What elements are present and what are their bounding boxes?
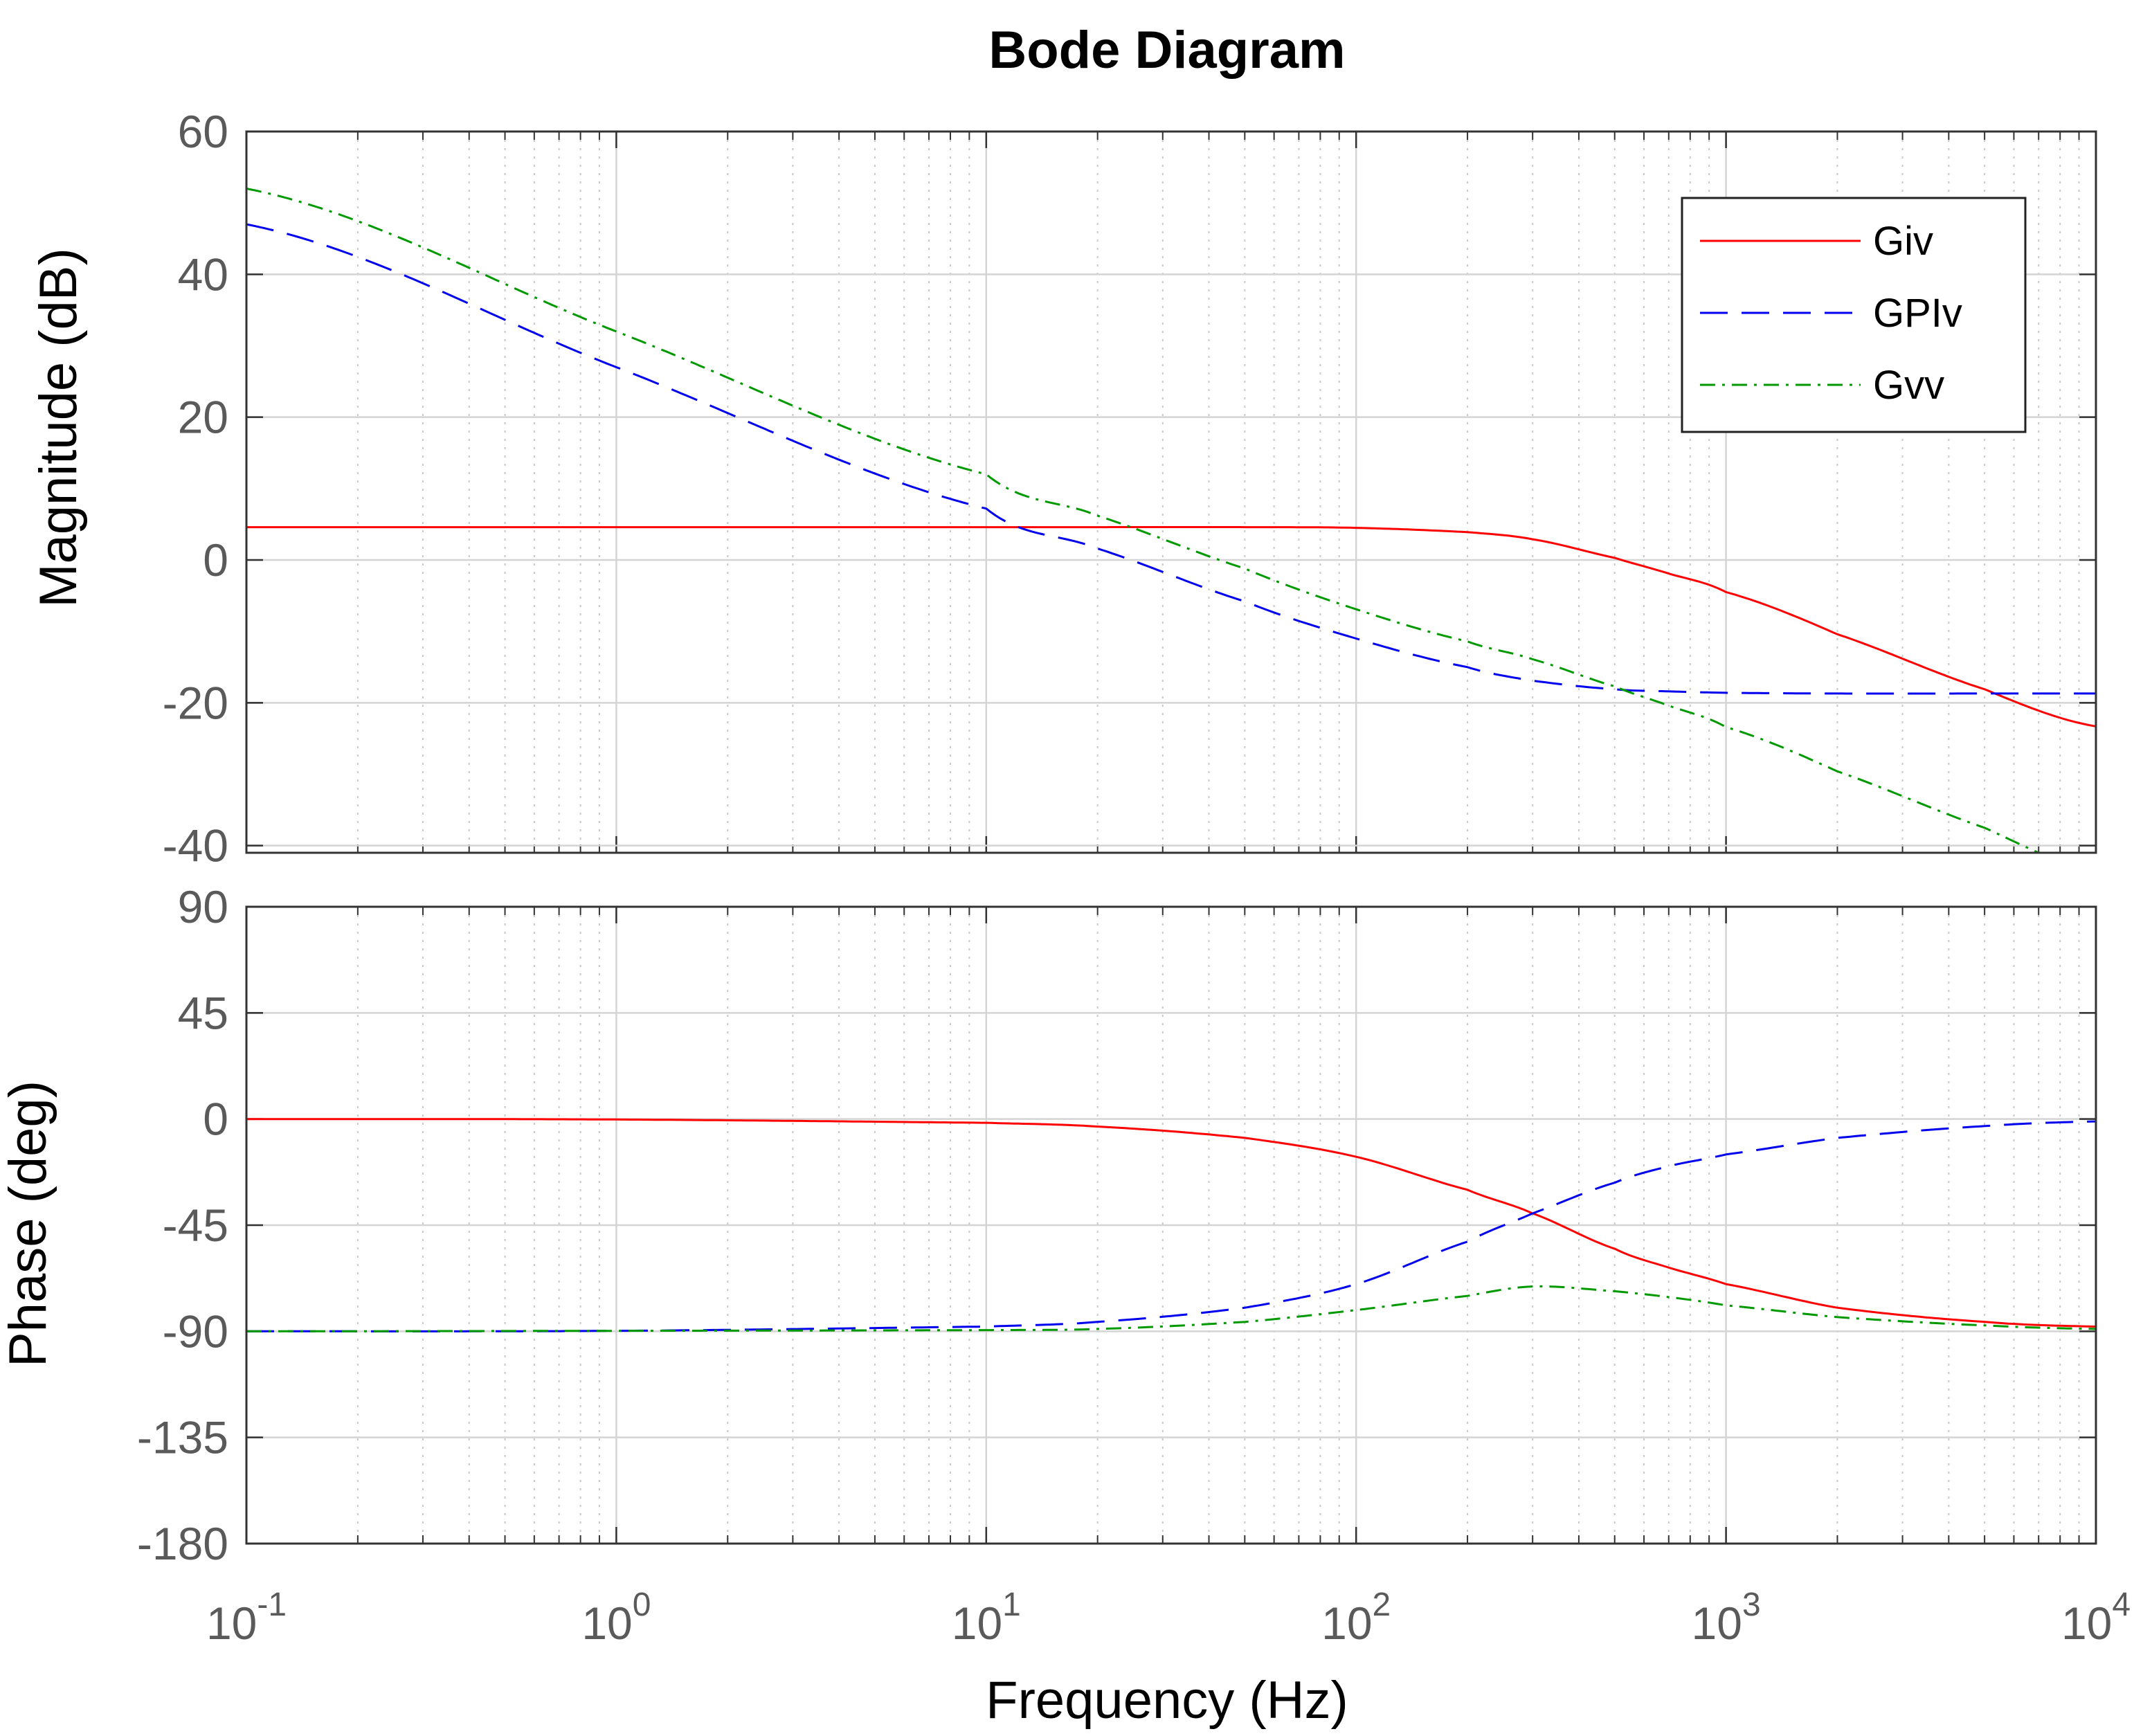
legend-label-gvv: Gvv <box>1873 363 1944 408</box>
x-tick-label: 100 <box>581 1586 651 1649</box>
y-tick-label: -45 <box>163 1200 228 1251</box>
y-tick-label: 20 <box>178 392 228 443</box>
y-tick-label: 40 <box>178 248 228 300</box>
x-tick-label: 104 <box>2061 1586 2131 1649</box>
chart-title: Bode Diagram <box>988 21 1345 80</box>
phase-panel: 90 45 0 -45 -90 -135 -180 <box>137 881 2097 1569</box>
plot-frame <box>245 905 2097 1545</box>
legend-label-giv: Giv <box>1873 219 1933 264</box>
series-gpiv-phase <box>246 1120 2096 1332</box>
x-tick-label: 10-1 <box>206 1586 287 1649</box>
legend-box <box>1681 197 2027 433</box>
series-gvv-phase <box>246 1285 2096 1332</box>
x-tick-label: 102 <box>1321 1586 1391 1649</box>
x-tick-labels: 10-1 100 101 102 103 104 <box>206 1586 2131 1649</box>
x-tick-label: 101 <box>952 1586 1021 1649</box>
legend: Giv GPIv Gvv <box>1681 197 2027 433</box>
y-tick-label: -180 <box>137 1518 228 1569</box>
x-tick-label: 103 <box>1692 1586 1761 1649</box>
y-axis-label-phase: Phase (deg) <box>0 1081 57 1367</box>
y-tick-label: 0 <box>203 1094 228 1145</box>
series-gvv-magnitude <box>246 188 2042 853</box>
legend-label-gpiv: GPIv <box>1873 291 1962 336</box>
y-tick-label: -40 <box>163 820 228 871</box>
y-tick-label: -90 <box>163 1305 228 1357</box>
plot-frame <box>245 130 2097 854</box>
x-axis-label: Frequency (Hz) <box>986 1671 1348 1730</box>
y-tick-label: 90 <box>178 881 228 932</box>
y-tick-label: 60 <box>178 106 228 157</box>
y-tick-label: -20 <box>163 677 228 728</box>
y-tick-label: 45 <box>178 987 228 1038</box>
y-axis-label-magnitude: Magnitude (dB) <box>29 248 88 608</box>
series-gpiv-magnitude <box>246 223 2096 695</box>
y-tick-label: 0 <box>203 534 228 586</box>
series-giv-magnitude <box>246 526 2096 727</box>
series-giv-phase <box>246 1118 2096 1328</box>
y-tick-label: -135 <box>137 1412 228 1463</box>
